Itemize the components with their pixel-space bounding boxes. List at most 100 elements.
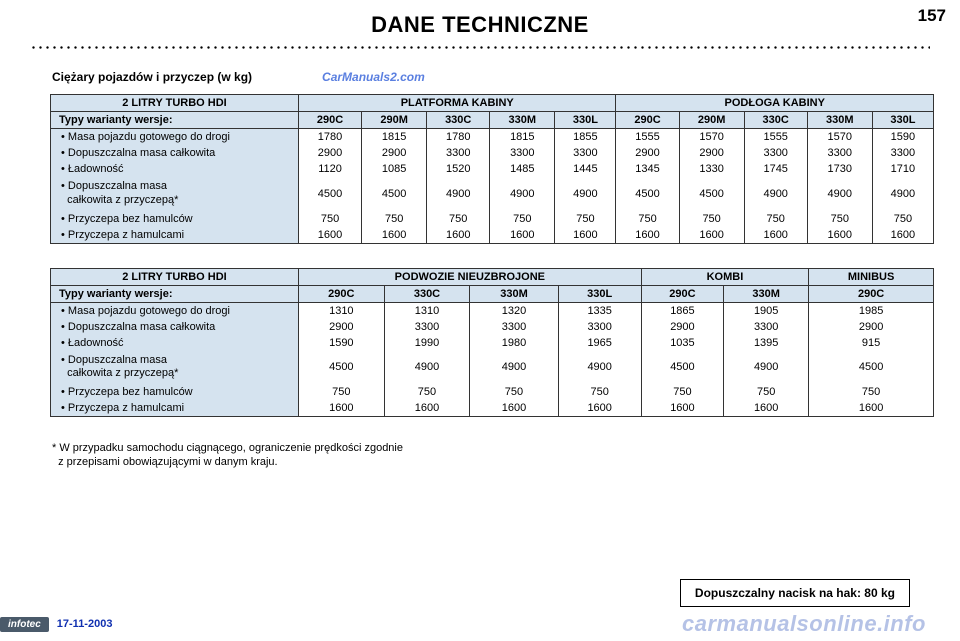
data-cell: 1555 (616, 129, 679, 146)
variant-col: 330L (555, 112, 616, 129)
table-row: • Ładowność11201085152014851445134513301… (51, 161, 934, 177)
variant-col: 330C (384, 285, 470, 302)
data-cell: 3300 (558, 319, 641, 335)
group-header-chassis: PODWOZIE NIEUZBROJONE (299, 268, 642, 285)
variant-col: 290M (362, 112, 427, 129)
data-cell: 1395 (724, 335, 809, 351)
variant-col: 290C (641, 285, 723, 302)
data-cell: 1865 (641, 302, 723, 319)
row-label: • Masa pojazdu gotowego do drogi (51, 129, 299, 146)
data-cell: 1980 (470, 335, 558, 351)
data-cell: 915 (809, 335, 934, 351)
variant-col: 290C (299, 285, 385, 302)
engine-header: 2 LITRY TURBO HDI (51, 268, 299, 285)
data-cell: 1600 (299, 400, 385, 417)
row-label: • Przyczepa bez hamulców (51, 211, 299, 227)
footnote: * W przypadku samochodu ciągnącego, ogra… (30, 441, 930, 470)
data-cell: 1600 (555, 227, 616, 244)
data-cell: 750 (807, 211, 872, 227)
data-cell: 1905 (724, 302, 809, 319)
group-header-platform: PLATFORMA KABINY (299, 95, 616, 112)
data-cell: 1600 (616, 227, 679, 244)
data-cell: 750 (384, 384, 470, 400)
data-cell: 2900 (299, 319, 385, 335)
data-cell: 1600 (470, 400, 558, 417)
data-cell: 1590 (299, 335, 385, 351)
data-cell: 3300 (427, 145, 490, 161)
data-cell: 1345 (616, 161, 679, 177)
data-cell: 2900 (809, 319, 934, 335)
data-cell: 4900 (384, 351, 470, 385)
data-cell: 750 (555, 211, 616, 227)
data-cell: 1600 (641, 400, 723, 417)
variant-col: 330M (490, 112, 555, 129)
data-cell: 1085 (362, 161, 427, 177)
data-cell: 750 (679, 211, 744, 227)
table-row: • Przyczepa z hamulcami16001600160016001… (51, 400, 934, 417)
data-cell: 4900 (490, 177, 555, 211)
data-cell: 3300 (807, 145, 872, 161)
data-cell: 1335 (558, 302, 641, 319)
data-cell: 750 (724, 384, 809, 400)
data-cell: 1780 (427, 129, 490, 146)
data-cell: 2900 (641, 319, 723, 335)
footer-date: 17-11-2003 (57, 618, 113, 630)
table-row: • Dopuszczalna masa całkowita z przyczep… (51, 177, 934, 211)
data-cell: 750 (744, 211, 807, 227)
data-cell: 1815 (362, 129, 427, 146)
row-label: • Ładowność (51, 335, 299, 351)
data-cell: 1710 (872, 161, 933, 177)
data-cell: 1730 (807, 161, 872, 177)
data-cell: 4900 (807, 177, 872, 211)
weights-table-platform-floor: 2 LITRY TURBO HDI PLATFORMA KABINY PODŁO… (50, 94, 934, 244)
page-footer: infotec 17-11-2003 carmanualsonline.info (0, 611, 960, 637)
data-cell: 1600 (807, 227, 872, 244)
data-cell: 1600 (744, 227, 807, 244)
data-cell: 1855 (555, 129, 616, 146)
data-cell: 4900 (558, 351, 641, 385)
watermark-text: CarManuals2.com (322, 70, 425, 84)
variant-row-label: Typy warianty wersje: (51, 112, 299, 129)
table-row: • Przyczepa bez hamulców7507507507507507… (51, 211, 934, 227)
data-cell: 750 (809, 384, 934, 400)
data-cell: 4500 (641, 351, 723, 385)
data-cell: 1600 (299, 227, 362, 244)
data-cell: 1600 (809, 400, 934, 417)
data-cell: 4500 (299, 177, 362, 211)
footnote-line2: z przepisami obowiązującymi w danym kraj… (58, 456, 277, 468)
data-cell: 1570 (679, 129, 744, 146)
variant-col: 330L (872, 112, 933, 129)
section-subheading: Ciężary pojazdów i przyczep (w kg) (52, 70, 252, 84)
group-header-minibus: MINIBUS (809, 268, 934, 285)
data-cell: 3300 (744, 145, 807, 161)
data-cell: 750 (362, 211, 427, 227)
data-cell: 1815 (490, 129, 555, 146)
data-cell: 1445 (555, 161, 616, 177)
data-cell: 1600 (724, 400, 809, 417)
row-label: • Ładowność (51, 161, 299, 177)
data-cell: 4900 (872, 177, 933, 211)
row-label: • Przyczepa z hamulcami (51, 400, 299, 417)
data-cell: 4900 (427, 177, 490, 211)
data-cell: 750 (299, 211, 362, 227)
data-cell: 3300 (384, 319, 470, 335)
data-cell: 1600 (384, 400, 470, 417)
data-cell: 1600 (362, 227, 427, 244)
data-cell: 1310 (299, 302, 385, 319)
row-label: • Przyczepa bez hamulców (51, 384, 299, 400)
table-row: • Dopuszczalna masa całkowita29003300330… (51, 319, 934, 335)
data-cell: 1990 (384, 335, 470, 351)
table-row: • Masa pojazdu gotowego do drogi 17801815… (51, 129, 934, 146)
variant-col: 330L (558, 285, 641, 302)
data-cell: 1600 (679, 227, 744, 244)
data-cell: 4500 (362, 177, 427, 211)
row-label: • Dopuszczalna masa całkowita (51, 319, 299, 335)
data-cell: 3300 (555, 145, 616, 161)
data-cell: 4900 (744, 177, 807, 211)
data-cell: 750 (299, 384, 385, 400)
data-cell: 1965 (558, 335, 641, 351)
data-cell: 750 (558, 384, 641, 400)
variant-col: 290C (809, 285, 934, 302)
data-cell: 4900 (555, 177, 616, 211)
data-cell: 2900 (679, 145, 744, 161)
